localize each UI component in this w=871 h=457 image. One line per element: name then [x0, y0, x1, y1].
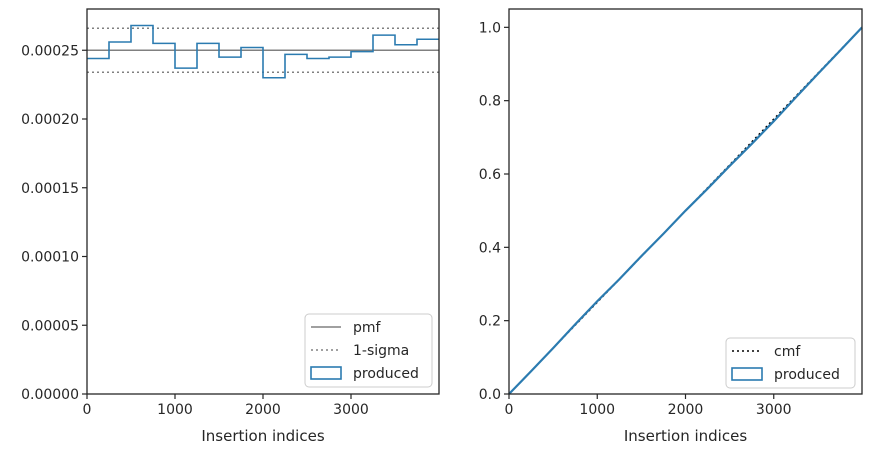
y-tick-label: 0.00025: [21, 43, 79, 59]
y-tick-label: 0.00000: [21, 387, 79, 403]
legend-label-1-sigma: 1-sigma: [353, 343, 409, 359]
y-tick-label: 0.00010: [21, 250, 79, 266]
x-tick-label: 0: [83, 402, 92, 418]
legend-label-produced: produced: [774, 367, 840, 383]
x-tick-label: 1000: [579, 402, 615, 418]
y-tick-label: 0.8: [479, 94, 501, 110]
legend-label-cmf: cmf: [774, 344, 801, 360]
y-tick-label: 0.00020: [21, 112, 79, 128]
x-tick-label: 2000: [668, 402, 704, 418]
y-tick-label: 0.2: [479, 314, 501, 330]
legend: pmf 1-sigma produced: [304, 313, 433, 388]
left-panel-pmf-histogram: 0 1000 2000 3000 0.00000 0.00005 0.00010 0.0001…: [21, 8, 440, 445]
series-produced-line: [508, 26, 863, 395]
x-tick-label: 3000: [333, 402, 369, 418]
series-produced-histogram: [87, 24, 439, 79]
y-tick-label: 0.0: [479, 387, 501, 403]
y-tick-label: 0.4: [479, 240, 501, 256]
legend-label-produced: produced: [353, 366, 419, 382]
legend-swatch-produced: [310, 366, 342, 380]
legend-label-pmf: pmf: [353, 320, 382, 336]
y-tick-label: 0.00015: [21, 181, 79, 197]
legend: cmf produced: [725, 337, 856, 389]
y-tick-label: 0.6: [479, 167, 501, 183]
x-tick-label: 3000: [756, 402, 792, 418]
x-tick-label: 1000: [157, 402, 193, 418]
y-tick-label: 0.00005: [21, 318, 79, 334]
x-axis-label: Insertion indices: [624, 427, 747, 445]
legend-swatch-produced: [731, 367, 763, 381]
plot-frame: [508, 8, 863, 395]
x-tick-label: 0: [505, 402, 514, 418]
y-tick-label: 1.0: [479, 20, 501, 36]
x-tick-label: 2000: [245, 402, 281, 418]
legend-box: [304, 313, 433, 388]
right-panel-cmf-plot: 0 1000 2000 3000 0.0 0.2 0.4 0.6 0.8 1.0 Insertion…: [479, 8, 863, 445]
x-axis-label: Insertion indices: [201, 427, 324, 445]
